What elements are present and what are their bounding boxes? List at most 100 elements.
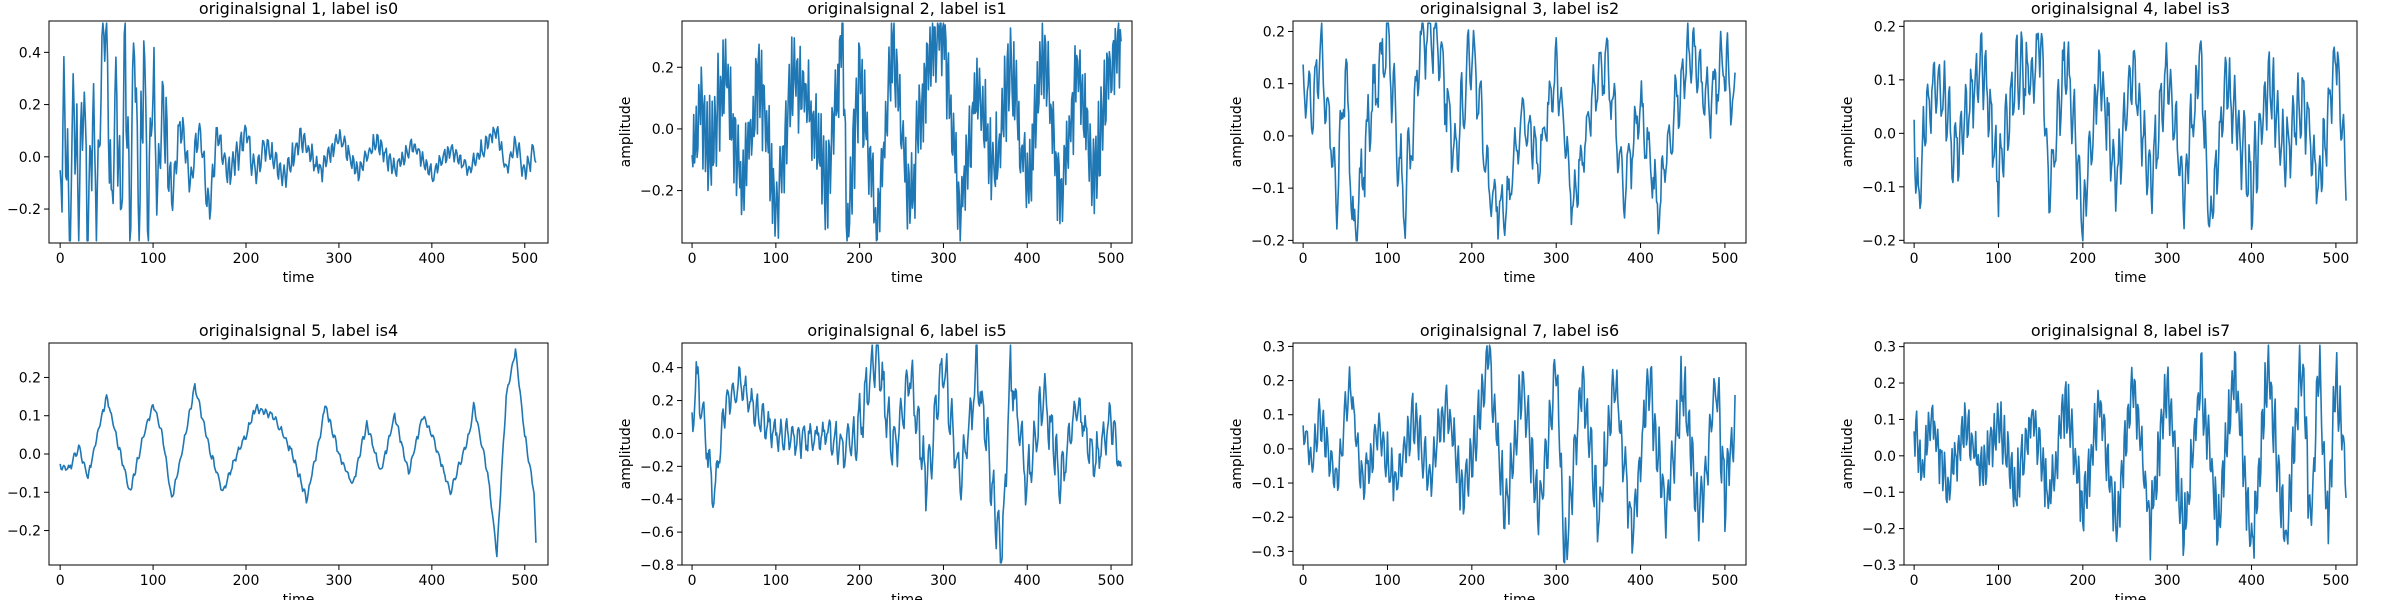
subplot-8: 0 100 200 300 400 500 −0.3 −0.2 −0.1 0.0 0.1 0.2 0.3…	[1840, 321, 2358, 600]
chart-title: originalsignal 6, label is5	[807, 321, 1006, 340]
axes-frame	[1903, 20, 2358, 244]
x-tick-label: 500	[511, 573, 538, 589]
x-tick-label: 500	[1098, 573, 1125, 589]
y-tick-label: 0.0	[1263, 442, 1285, 458]
x-tick-label: 100	[1374, 251, 1401, 267]
x-tick-label: 100	[1985, 573, 2012, 589]
y-tick-label: −0.1	[1862, 180, 1896, 196]
x-tick-label: 300	[930, 251, 957, 267]
y-axis-label: amplitude	[1229, 419, 1245, 490]
series-line	[59, 22, 537, 242]
x-axis-label: time	[891, 270, 923, 286]
x-tick-label: 200	[846, 573, 873, 589]
x-tick-label: 200	[2069, 251, 2096, 267]
y-tick-label: −0.3	[1251, 544, 1285, 560]
y-tick-label: 0.0	[1874, 449, 1896, 465]
y-tick-label: −0.1	[1251, 181, 1285, 197]
axes-frame	[1903, 342, 2358, 566]
x-tick-label: 500	[1712, 251, 1739, 267]
x-tick-label: 400	[1627, 573, 1654, 589]
x-tick-label: 200	[1458, 573, 1485, 589]
subplot-1: 0 100 200 300 400 500 −0.2 0.0 0.2 0.4 originalsig…	[7, 0, 549, 286]
y-tick-label: 0.0	[652, 122, 674, 138]
y-tick-label: 0.2	[652, 394, 674, 410]
x-axis-label: time	[2115, 592, 2147, 600]
x-tick-label: 300	[930, 573, 957, 589]
y-axis-label: amplitude	[1840, 97, 1856, 168]
series-line	[691, 22, 1122, 242]
y-tick-label: 0.0	[1874, 126, 1896, 142]
y-tick-label: 0.1	[19, 409, 41, 425]
x-tick-label: 100	[1374, 573, 1401, 589]
y-tick-label: −0.4	[640, 492, 674, 508]
y-tick-label: 0.0	[652, 426, 674, 442]
subplot-2: 0 100 200 300 400 500 −0.2 0.0 0.2 originalsignal…	[618, 0, 1133, 286]
y-axis-label: amplitude	[618, 97, 634, 168]
y-tick-label: −0.8	[640, 558, 674, 574]
x-tick-label: 100	[762, 251, 789, 267]
series-line	[1913, 31, 2347, 242]
y-tick-label: 0.1	[1874, 73, 1896, 89]
y-tick-label: −0.3	[1862, 558, 1896, 574]
y-tick-label: 0.2	[1263, 374, 1285, 390]
y-tick-label: 0.2	[19, 370, 41, 386]
series-line	[1302, 344, 1736, 564]
x-tick-label: 300	[2154, 573, 2181, 589]
series-line	[691, 344, 1122, 564]
subplot-4: 0 100 200 300 400 500 −0.2 −0.1 0.0 0.1 0.2 origina…	[1840, 0, 2358, 286]
x-axis-label: time	[1504, 270, 1536, 286]
chart-title: originalsignal 8, label is7	[2031, 321, 2230, 340]
chart-title: originalsignal 4, label is3	[2031, 0, 2230, 18]
chart-title: originalsignal 5, label is4	[199, 321, 398, 340]
chart-title: originalsignal 7, label is6	[1420, 321, 1619, 340]
x-tick-label: 500	[1098, 251, 1125, 267]
x-tick-label: 0	[1299, 573, 1308, 589]
x-tick-label: 200	[233, 573, 260, 589]
x-tick-label: 500	[2323, 251, 2350, 267]
x-tick-label: 100	[140, 573, 167, 589]
x-tick-label: 500	[511, 251, 538, 267]
axes-frame	[1292, 342, 1747, 566]
y-tick-label: −0.2	[640, 459, 674, 475]
x-tick-label: 400	[1627, 251, 1654, 267]
x-tick-label: 300	[2154, 251, 2181, 267]
axes-frame	[681, 20, 1133, 244]
x-tick-label: 200	[1458, 251, 1485, 267]
y-tick-label: 0.1	[1263, 408, 1285, 424]
x-axis-label: time	[283, 592, 315, 600]
x-tick-label: 300	[1543, 251, 1570, 267]
y-tick-label: 0.3	[1263, 339, 1285, 355]
x-tick-label: 0	[688, 573, 697, 589]
x-tick-label: 100	[140, 251, 167, 267]
y-tick-label: 0.2	[1874, 19, 1896, 35]
y-tick-label: −0.2	[1862, 233, 1896, 249]
chart-title: originalsignal 2, label is1	[807, 0, 1006, 18]
x-tick-label: 0	[688, 251, 697, 267]
x-tick-label: 200	[2069, 573, 2096, 589]
y-tick-label: −0.2	[1862, 522, 1896, 538]
y-tick-label: 0.0	[19, 447, 41, 463]
x-tick-label: 200	[846, 251, 873, 267]
y-tick-label: −0.2	[640, 184, 674, 200]
x-tick-label: 400	[2238, 251, 2265, 267]
subplot-6: 0 100 200 300 400 500 −0.8 −0.6 −0.4 −0.2 0.0 0.2 0.…	[618, 321, 1133, 600]
x-tick-label: 400	[418, 573, 445, 589]
series-line	[1302, 22, 1736, 242]
x-tick-label: 400	[1014, 251, 1041, 267]
y-tick-label: −0.6	[640, 525, 674, 541]
y-tick-label: 0.2	[1874, 376, 1896, 392]
series-line	[1913, 344, 2347, 561]
x-tick-label: 400	[418, 251, 445, 267]
y-tick-label: 0.4	[19, 45, 41, 61]
x-axis-label: time	[891, 592, 923, 600]
y-tick-label: 0.2	[1263, 24, 1285, 40]
subplot-5: 0 100 200 300 400 500 −0.2 −0.1 0.0 0.1 0.2 origina…	[7, 321, 549, 600]
axes-frame	[1292, 20, 1747, 244]
axes-frame	[681, 342, 1133, 566]
x-axis-label: time	[283, 270, 315, 286]
y-axis-label: amplitude	[1840, 419, 1856, 490]
x-tick-label: 500	[2323, 573, 2350, 589]
x-tick-label: 100	[1985, 251, 2012, 267]
subplot-3: 0 100 200 300 400 500 −0.2 −0.1 0.0 0.1 0.2 origina…	[1229, 0, 1747, 286]
